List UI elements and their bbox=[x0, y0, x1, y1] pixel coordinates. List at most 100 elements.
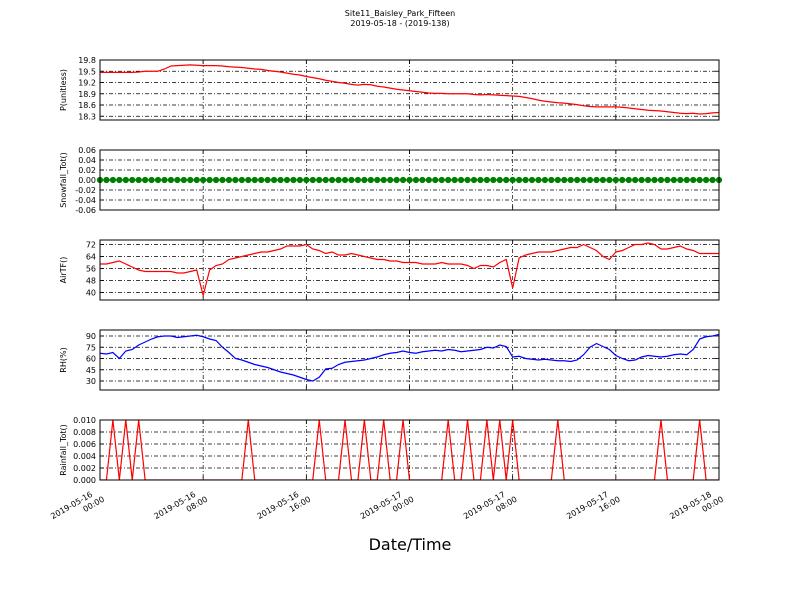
x-tick-label: 2019-05-1616:00 bbox=[256, 486, 313, 530]
data-point bbox=[367, 176, 374, 184]
data-point bbox=[664, 176, 671, 184]
plot-frame bbox=[99, 239, 720, 301]
data-point bbox=[644, 176, 652, 184]
y-axis-label: Rainfall_Tot() bbox=[59, 424, 68, 476]
data-point bbox=[135, 176, 142, 184]
data-point bbox=[625, 176, 632, 184]
data-point bbox=[174, 176, 181, 184]
data-point bbox=[354, 176, 362, 184]
subplot: -0.06-0.04-0.020.000.020.040.06 Snowfall_… bbox=[59, 146, 723, 215]
data-point bbox=[116, 176, 123, 184]
data-point bbox=[245, 176, 252, 184]
data-point bbox=[696, 176, 703, 184]
data-point bbox=[445, 176, 452, 184]
data-point bbox=[509, 176, 516, 184]
data-point bbox=[593, 176, 600, 184]
data-point bbox=[670, 176, 677, 184]
y-tick-label: 0.000 bbox=[73, 476, 96, 485]
data-point bbox=[154, 176, 162, 184]
data-point bbox=[528, 176, 536, 184]
data-point bbox=[361, 176, 368, 184]
data-point bbox=[348, 176, 355, 184]
data-point bbox=[322, 176, 329, 184]
data-point bbox=[303, 176, 310, 184]
y-tick-label: 56 bbox=[86, 265, 96, 274]
data-point bbox=[187, 176, 194, 184]
data-point bbox=[580, 176, 587, 184]
chart-title: Site11_Baisley_Park_Fifteen bbox=[345, 9, 455, 18]
data-point bbox=[548, 176, 555, 184]
x-tick-label: 2019-05-1708:00 bbox=[462, 486, 519, 530]
y-tick-label: 64 bbox=[86, 253, 96, 262]
data-point bbox=[690, 176, 697, 184]
data-point bbox=[677, 176, 684, 184]
data-point bbox=[309, 176, 316, 184]
data-point bbox=[225, 176, 233, 184]
y-tick-label: 18.6 bbox=[78, 101, 96, 110]
y-tick-label: 0.002 bbox=[73, 464, 96, 473]
data-point bbox=[651, 176, 658, 184]
subplot: 0.000 0.002 0.004 0.006 0.008 0.010 Rainfall_T… bbox=[59, 416, 720, 485]
data-point bbox=[238, 176, 245, 184]
y-tick-label: -0.06 bbox=[75, 206, 96, 215]
data-point bbox=[657, 176, 665, 184]
data-point bbox=[541, 176, 549, 184]
y-tick-label: 60 bbox=[86, 355, 96, 364]
chart-subtitle: 2019-05-18 - (2019-138) bbox=[350, 19, 449, 28]
data-point bbox=[406, 176, 413, 184]
data-point bbox=[638, 176, 645, 184]
y-tick-label: 18.3 bbox=[78, 112, 96, 121]
y-axis-label: Snowfall_Tot() bbox=[59, 152, 68, 208]
y-tick-label: 0.06 bbox=[78, 146, 96, 155]
x-tick-label: 2019-05-1600:00 bbox=[49, 486, 106, 530]
y-tick-label: 90 bbox=[86, 332, 96, 341]
data-point bbox=[599, 176, 607, 184]
y-tick-label: 0.004 bbox=[73, 452, 96, 461]
data-line bbox=[100, 242, 719, 296]
data-point bbox=[703, 176, 710, 184]
y-tick-label: 19.2 bbox=[78, 79, 96, 88]
y-tick-label: 0.010 bbox=[73, 416, 96, 425]
y-tick-label: 72 bbox=[86, 241, 96, 250]
data-point bbox=[619, 176, 626, 184]
y-tick-label: -0.04 bbox=[75, 196, 96, 205]
data-point bbox=[148, 176, 155, 184]
data-point bbox=[212, 176, 220, 184]
y-tick-label: 19.8 bbox=[78, 56, 96, 65]
subplot: 30 45 60 75 90 RH(%) bbox=[59, 329, 720, 391]
x-tick-label: 2019-05-1608:00 bbox=[152, 486, 209, 530]
data-point bbox=[393, 176, 400, 184]
data-point bbox=[277, 176, 284, 184]
y-axis-label: RH(%) bbox=[59, 347, 68, 372]
data-point bbox=[341, 176, 349, 184]
data-point bbox=[374, 176, 381, 184]
data-point bbox=[470, 176, 478, 184]
y-tick-label: -0.02 bbox=[75, 186, 96, 195]
y-axis-label: P(unitless) bbox=[59, 69, 68, 111]
data-point bbox=[283, 176, 291, 184]
data-point bbox=[103, 176, 110, 184]
data-point bbox=[412, 176, 420, 184]
y-tick-label: 45 bbox=[86, 366, 96, 375]
data-point bbox=[425, 176, 432, 184]
subplot: 40 48 56 64 72 AirTF() bbox=[59, 239, 720, 301]
plot-frame bbox=[99, 329, 720, 391]
data-point bbox=[296, 176, 303, 184]
data-point bbox=[109, 176, 116, 184]
x-tick-label: 2019-05-1716:00 bbox=[565, 486, 622, 530]
data-point bbox=[161, 176, 168, 184]
data-point bbox=[193, 176, 200, 184]
data-point bbox=[496, 176, 503, 184]
data-point bbox=[516, 176, 523, 184]
data-point bbox=[683, 176, 690, 184]
y-axis-label: AirTF() bbox=[59, 257, 68, 284]
data-point bbox=[167, 176, 175, 184]
y-tick-label: 30 bbox=[86, 377, 96, 386]
data-point bbox=[477, 176, 484, 184]
data-point bbox=[606, 176, 613, 184]
y-tick-label: 0.00 bbox=[78, 176, 96, 185]
data-point bbox=[709, 176, 716, 184]
plot-frame bbox=[99, 59, 720, 121]
data-point bbox=[574, 176, 581, 184]
subplot: 18.3 18.6 18.9 19.2 19.5 19.8 P(unitless) bbox=[59, 56, 720, 121]
